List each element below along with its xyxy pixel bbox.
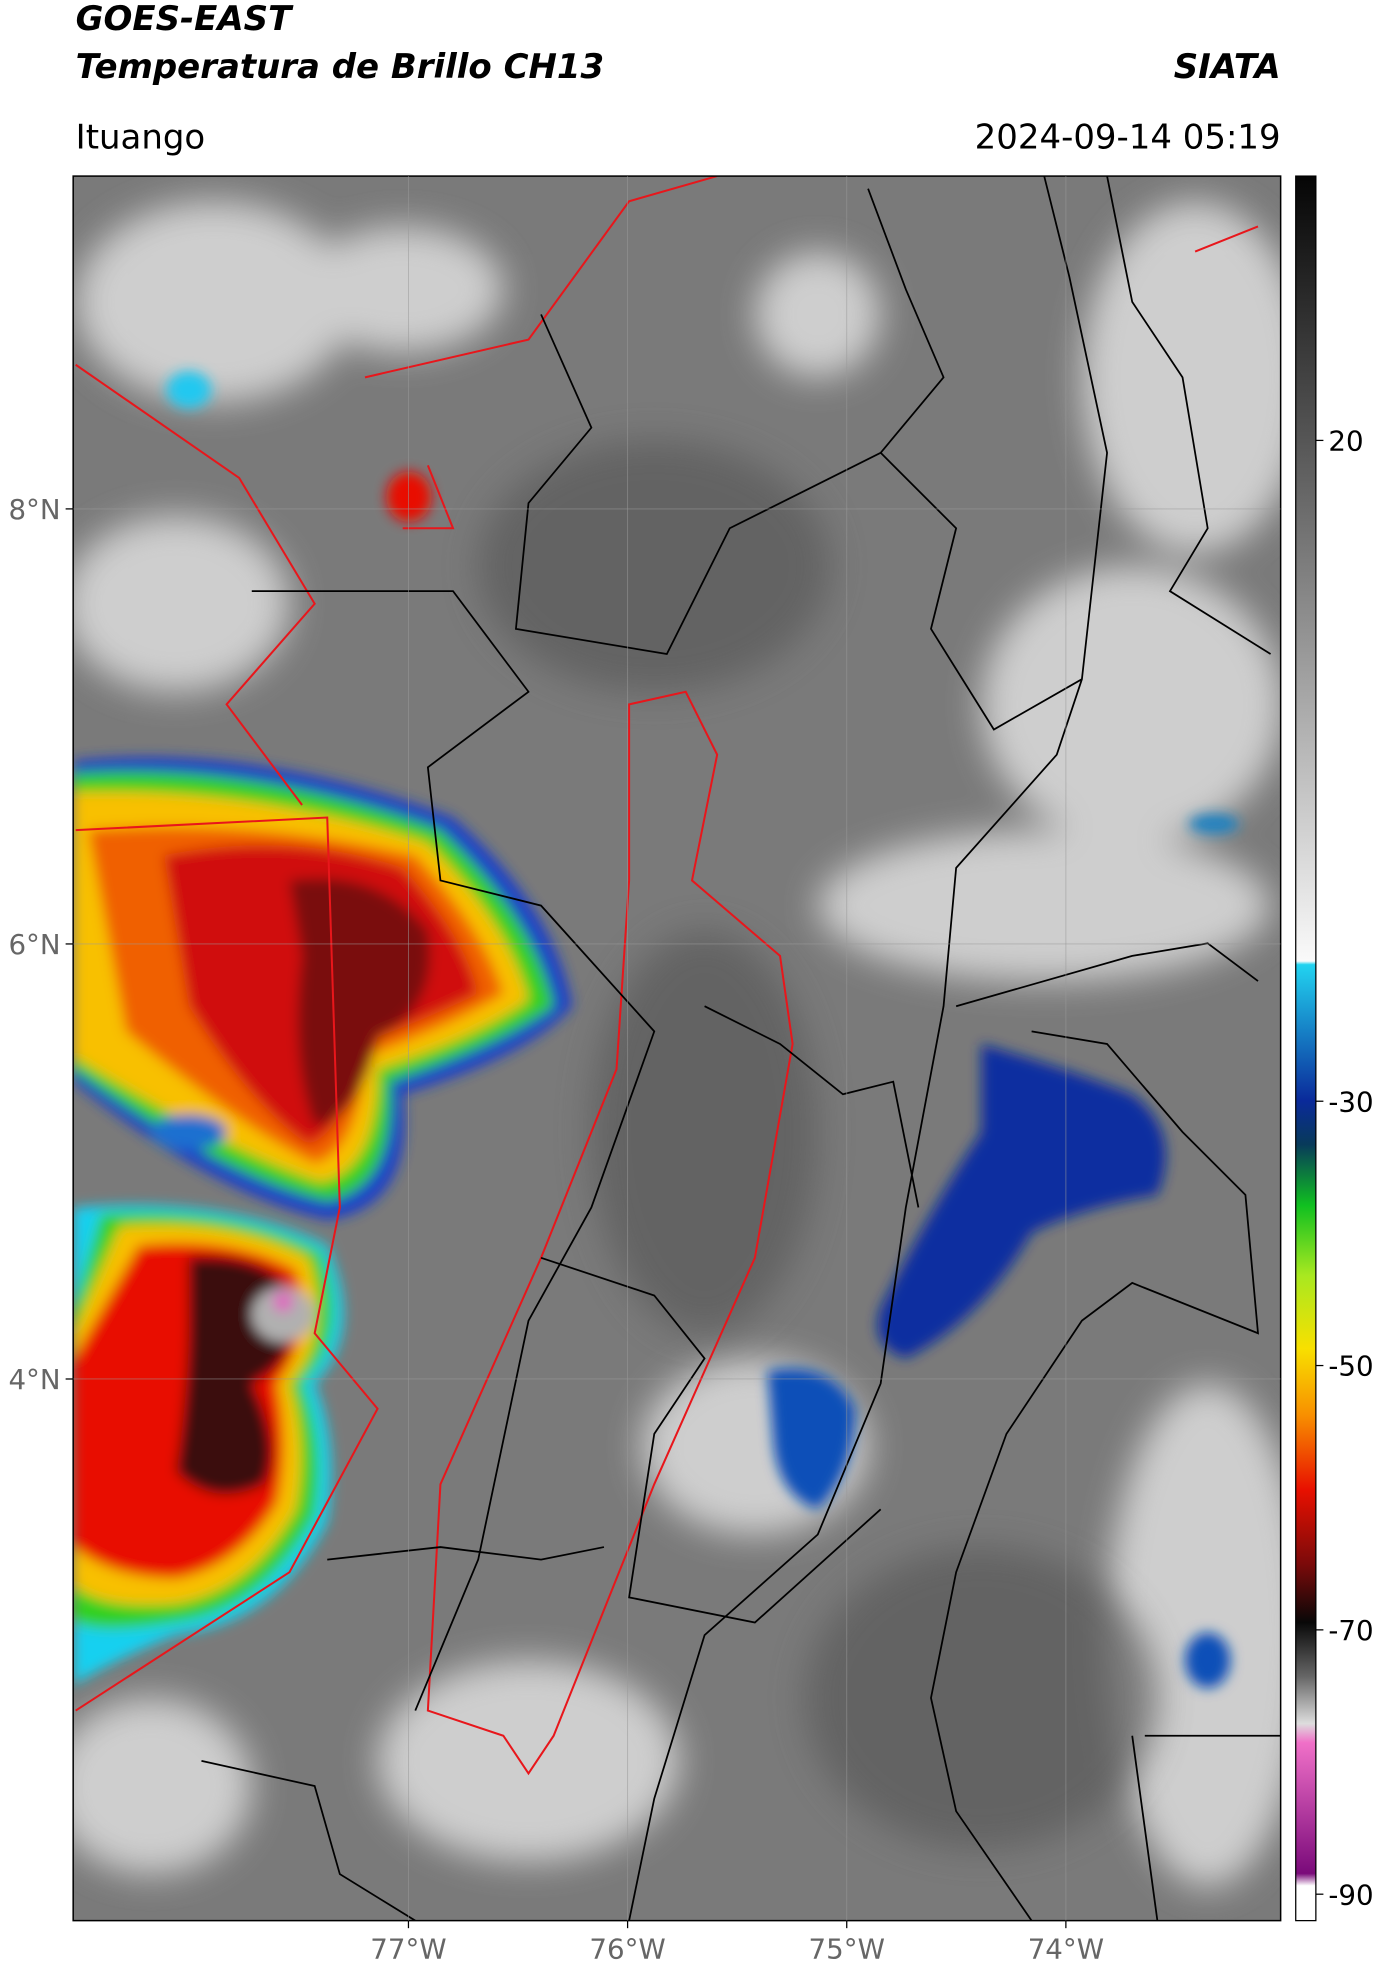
colorbar-tick-label: -30 xyxy=(1328,1085,1373,1118)
title-line-2: Temperatura de Brillo CH13 xyxy=(76,47,604,87)
x-tick-label: 74°W xyxy=(1028,1932,1104,1965)
location: Ituango xyxy=(76,117,206,157)
title-line-1: GOES-EAST xyxy=(76,0,294,39)
graticule: 77°W 76°W 75°W 74°W 8°N 6°N 4°N xyxy=(8,176,1281,1965)
satellite-image xyxy=(73,176,1281,1921)
colorbar-tick-label: -90 xyxy=(1328,1878,1373,1911)
y-tick-label: 4°N xyxy=(8,1363,60,1396)
x-tick-label: 75°W xyxy=(809,1932,885,1965)
colorbar xyxy=(1295,175,1317,1922)
y-tick-label: 8°N xyxy=(8,493,60,526)
x-tick-label: 77°W xyxy=(370,1932,446,1965)
colorbar-tick-label: -50 xyxy=(1328,1350,1373,1383)
y-tick-label: 6°N xyxy=(8,928,60,961)
colorbar-tick-label: -70 xyxy=(1328,1614,1373,1647)
colorbar-tick-label: 20 xyxy=(1328,424,1363,457)
x-tick-label: 76°W xyxy=(589,1932,665,1965)
datetime: 2024-09-14 05:19 xyxy=(975,117,1281,157)
colorbar-ticks: 20 -30 -50 -70 -90 xyxy=(1315,424,1374,1911)
map-frame xyxy=(72,175,1282,1922)
brand: SIATA xyxy=(1174,47,1281,87)
